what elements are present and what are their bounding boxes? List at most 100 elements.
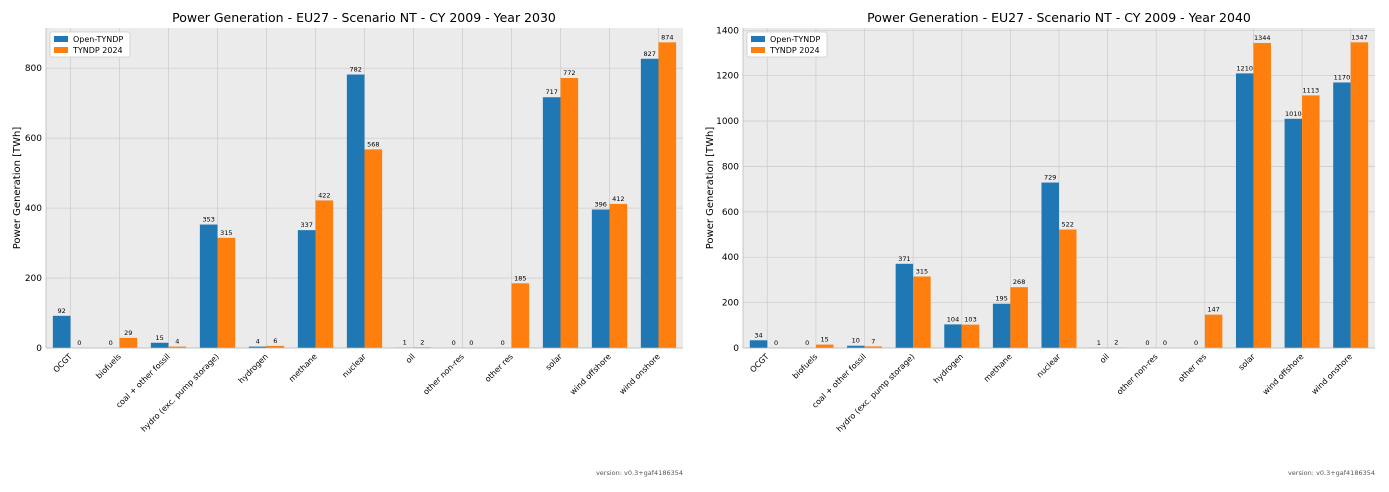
data-label: 1347 bbox=[1351, 33, 1368, 41]
bar-tyndp-2024 bbox=[168, 346, 187, 348]
bar-tyndp-2024 bbox=[1302, 95, 1320, 348]
bar-tyndp-2024 bbox=[364, 149, 383, 348]
bar-tyndp-2024 bbox=[560, 78, 579, 348]
bar-open-tyndp bbox=[248, 346, 267, 348]
bar-tyndp-2024 bbox=[1010, 287, 1028, 348]
bar-tyndp-2024 bbox=[511, 283, 530, 348]
data-label: 568 bbox=[367, 140, 379, 148]
legend-box bbox=[49, 31, 131, 58]
y-tick-label: 800 bbox=[25, 64, 42, 74]
bar-tyndp-2024 bbox=[217, 237, 236, 348]
y-tick-label: 400 bbox=[25, 204, 42, 214]
bar-open-tyndp bbox=[591, 209, 610, 348]
x-tick-label: hydrogen bbox=[932, 352, 965, 385]
legend: Open-TYNDP TYNDP 2024 bbox=[746, 31, 828, 58]
data-label: 7 bbox=[871, 337, 875, 345]
bar-open-tyndp bbox=[992, 303, 1011, 348]
x-tick-label: wind offshore bbox=[568, 352, 613, 397]
y-axis-label: Power Generation [TWh] bbox=[12, 127, 23, 250]
chart-title: Power Generation - EU27 - Scenario NT - … bbox=[867, 10, 1251, 25]
data-label: 15 bbox=[156, 334, 164, 342]
data-label: 772 bbox=[563, 69, 575, 77]
data-label: 827 bbox=[643, 50, 655, 58]
y-tick-label: 200 bbox=[722, 299, 739, 309]
x-tick-label: coal + other fossil bbox=[114, 352, 172, 410]
y-tick-label: 0 bbox=[36, 344, 42, 354]
data-label: 0 bbox=[469, 339, 473, 347]
bar-tyndp-2024 bbox=[119, 337, 138, 348]
x-tick-label: other non-res bbox=[1115, 352, 1160, 397]
bar-open-tyndp bbox=[542, 97, 561, 348]
x-tick-label: wind offshore bbox=[1261, 352, 1306, 397]
bar-open-tyndp bbox=[749, 340, 768, 348]
x-tick-label: solar bbox=[544, 352, 565, 373]
data-label: 147 bbox=[1207, 306, 1219, 314]
data-label: 34 bbox=[754, 331, 762, 339]
bar-open-tyndp bbox=[346, 74, 365, 348]
data-label: 4 bbox=[175, 338, 179, 346]
bar-open-tyndp bbox=[640, 58, 659, 349]
x-tick-label: oil bbox=[404, 352, 417, 365]
y-tick-label: 400 bbox=[722, 253, 739, 263]
bar-tyndp-2024 bbox=[961, 324, 980, 348]
data-label: 1113 bbox=[1303, 86, 1320, 94]
y-tick-label: 800 bbox=[722, 162, 739, 172]
data-label: 1210 bbox=[1236, 64, 1253, 72]
data-label: 315 bbox=[220, 229, 232, 237]
x-tick-label: coal + other fossil bbox=[810, 352, 868, 410]
bar-tyndp-2024 bbox=[815, 344, 834, 348]
data-label: 0 bbox=[1145, 339, 1149, 347]
legend-label: Open-TYNDP bbox=[73, 35, 123, 44]
bar-tyndp-2024 bbox=[1253, 42, 1271, 348]
bar-tyndp-2024 bbox=[1204, 314, 1223, 348]
x-tick-label: methane bbox=[287, 352, 319, 384]
bar-open-tyndp bbox=[895, 263, 914, 348]
data-label: 0 bbox=[501, 339, 505, 347]
bar-tyndp-2024 bbox=[609, 203, 628, 348]
x-tick-label: OCGT bbox=[748, 352, 770, 374]
data-label: 315 bbox=[916, 268, 928, 276]
x-tick-label: nuclear bbox=[1035, 352, 1063, 380]
data-label: 1 bbox=[1097, 339, 1101, 347]
data-label: 874 bbox=[661, 33, 673, 41]
data-label: 1010 bbox=[1285, 110, 1302, 118]
x-tick-label: methane bbox=[982, 352, 1014, 384]
y-tick-label: 1200 bbox=[716, 72, 739, 82]
data-label: 0 bbox=[1194, 339, 1198, 347]
bar-tyndp-2024 bbox=[864, 346, 883, 348]
x-tick-label: hydro (exc. pump storage) bbox=[139, 352, 221, 434]
bar-open-tyndp bbox=[944, 324, 962, 348]
bar-open-tyndp bbox=[199, 224, 218, 348]
legend-label: Open-TYNDP bbox=[770, 35, 820, 44]
bar-open-tyndp bbox=[1333, 82, 1351, 349]
bar-tyndp-2024 bbox=[315, 200, 334, 348]
data-label: 717 bbox=[545, 88, 557, 96]
version-text: version: v0.3+gaf4186354 bbox=[596, 469, 683, 477]
y-tick-label: 1000 bbox=[716, 117, 739, 127]
bar-open-tyndp bbox=[150, 342, 169, 348]
y-axis-label: Power Generation [TWh] bbox=[705, 127, 716, 250]
data-label: 0 bbox=[774, 339, 778, 347]
x-tick-label: nuclear bbox=[340, 352, 368, 380]
x-tick-label: hydrogen bbox=[237, 352, 270, 385]
x-tick-label: other non-res bbox=[421, 352, 466, 397]
data-label: 6 bbox=[273, 337, 277, 345]
data-label: 92 bbox=[58, 307, 66, 315]
bar-tyndp-2024 bbox=[658, 42, 677, 348]
bar-open-tyndp bbox=[1284, 118, 1303, 348]
bar-tyndp-2024 bbox=[1059, 229, 1077, 348]
data-label: 0 bbox=[452, 339, 456, 347]
data-label: 0 bbox=[1163, 339, 1167, 347]
data-label: 729 bbox=[1044, 174, 1056, 182]
y-tick-label: 600 bbox=[722, 208, 739, 218]
bar-tyndp-2024 bbox=[1350, 42, 1369, 348]
x-tick-label: hydro (exc. pump storage) bbox=[835, 352, 917, 434]
data-label: 104 bbox=[947, 315, 959, 323]
x-tick-label: wind onshore bbox=[1310, 352, 1354, 396]
data-label: 0 bbox=[109, 339, 113, 347]
data-label: 337 bbox=[300, 221, 312, 229]
data-label: 10 bbox=[852, 337, 860, 345]
x-tick-label: wind onshore bbox=[618, 352, 662, 396]
